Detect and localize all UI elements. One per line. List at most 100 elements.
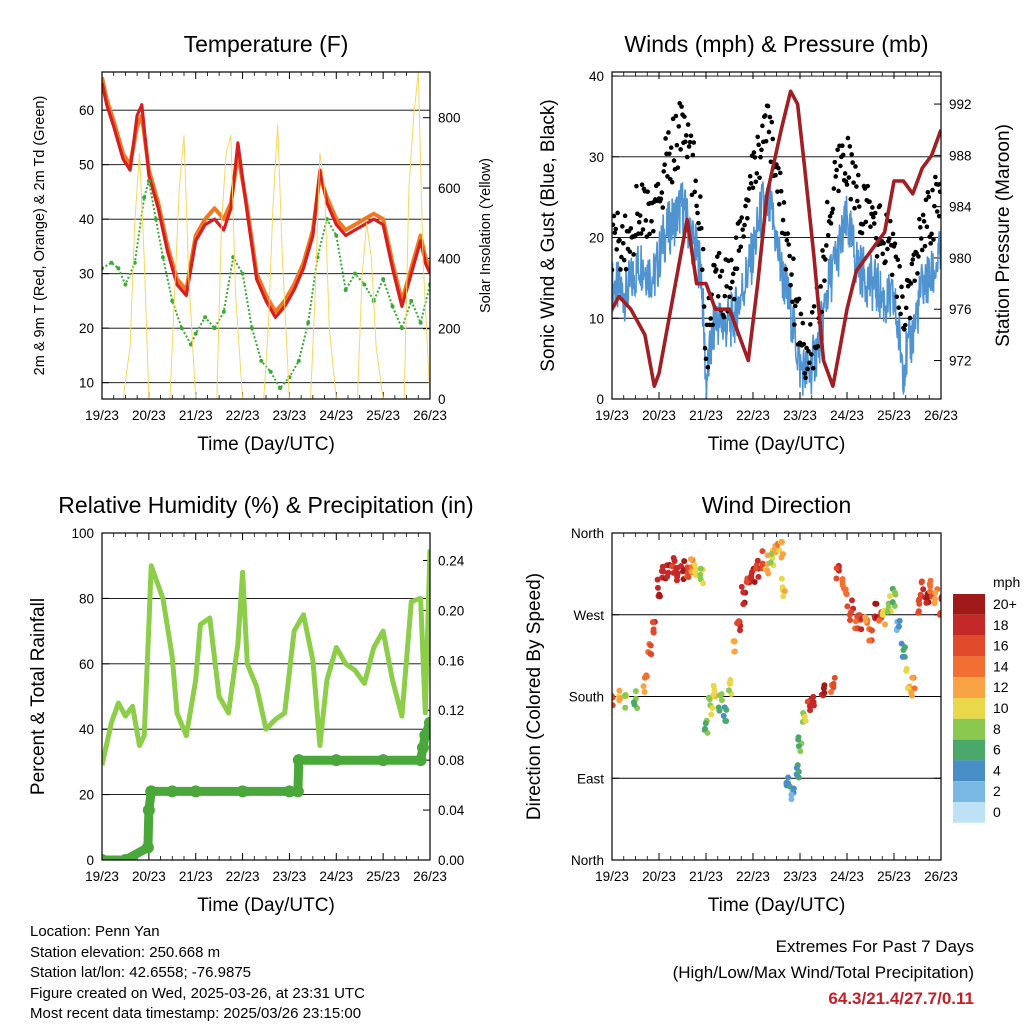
direction-point	[892, 591, 899, 598]
temperature-x-tick-label: 26/23	[413, 408, 447, 423]
wind-gust-point	[751, 150, 757, 155]
wind-gust-point	[668, 145, 674, 150]
humidity-y-label: Percent & Total Rainfall	[28, 598, 49, 795]
direction-point	[748, 572, 755, 579]
direction-point	[790, 785, 797, 792]
winds-x-tick-label: 19/23	[595, 408, 629, 423]
wind-gust-point	[700, 246, 706, 252]
direction-point	[697, 565, 704, 572]
wind-gust-point	[701, 304, 707, 309]
wind-gust-point	[753, 179, 759, 185]
speed-legend-swatch	[953, 718, 985, 740]
wind-gust-point	[790, 299, 795, 305]
wind-gust-point	[728, 285, 733, 291]
dewpoint-point	[160, 255, 165, 260]
wind-gust-point	[678, 147, 683, 152]
speed-legend-title: mph	[993, 574, 1020, 590]
humidity-y2-tick-label: 0.04	[438, 803, 465, 818]
wind-gust-point	[877, 203, 883, 208]
speed-legend-label: 2	[993, 783, 1001, 799]
direction-y-tick-label: East	[577, 771, 604, 786]
wind-gust-point	[822, 278, 827, 283]
direction-point	[678, 563, 685, 570]
speed-legend-swatch	[953, 698, 985, 719]
direction-point	[738, 583, 745, 590]
direction-point	[725, 687, 732, 694]
wind-gust-point	[809, 309, 815, 315]
humidity-axes-frame	[101, 532, 431, 861]
wind-gust-point	[655, 181, 661, 187]
humidity-x-label: Time (Day/UTC)	[197, 895, 335, 916]
direction-point	[737, 627, 744, 634]
temperature-y2-tick-label: 200	[438, 322, 461, 337]
winds-axes-frame	[611, 71, 942, 400]
direction-point	[844, 603, 851, 610]
direction-point	[795, 734, 802, 741]
wind-gust-point	[856, 204, 862, 209]
humidity-y2-tick-label: 0.12	[438, 703, 464, 718]
direction-point	[643, 673, 650, 680]
wind-gust-point	[745, 215, 750, 221]
direction-point	[884, 608, 891, 615]
wind-gust-point	[667, 151, 672, 157]
wind-gust-point	[639, 182, 645, 187]
winds-x-label: Time (Day/UTC)	[708, 434, 846, 455]
wind-gust-point	[766, 129, 772, 135]
direction-point	[640, 683, 647, 690]
direction-point	[759, 548, 766, 555]
dewpoint-point	[146, 179, 151, 183]
direction-point	[889, 599, 896, 606]
winds-x-tick-label: 21/23	[689, 408, 723, 423]
wind-gust-point	[715, 294, 721, 299]
speed-legend-label: 20+	[993, 596, 1017, 612]
wind-gust-point	[683, 139, 688, 145]
winds-y2-tick-label: 972	[949, 354, 972, 369]
wind-gust-point	[818, 284, 823, 289]
wind-gust-point	[924, 224, 930, 230]
wind-gust-point	[763, 138, 769, 144]
humidity-y-tick-label: 40	[79, 722, 94, 737]
speed-legend-label: 0	[993, 804, 1001, 820]
direction-point	[740, 601, 747, 608]
humidity-y2-tick-label: 0.24	[438, 553, 465, 568]
station-latlon: Station lat/lon: 42.6558; -76.9875	[30, 964, 252, 981]
direction-point	[632, 688, 639, 695]
temperature-y2-tick-label: 800	[438, 111, 461, 126]
wind-gust-point	[628, 226, 634, 231]
wind-gust-point	[885, 246, 890, 252]
direction-point	[709, 704, 716, 711]
temperature-x-tick-label: 25/23	[366, 408, 400, 423]
direction-x-tick-label: 26/23	[924, 869, 958, 884]
humidity-y-tick-label: 20	[79, 788, 94, 803]
direction-point	[896, 617, 903, 624]
direction-point	[788, 791, 795, 798]
relative-humidity-line	[102, 549, 430, 766]
direction-point	[622, 692, 629, 699]
wind-gust-point	[775, 189, 780, 194]
temperature-y-tick-label: 50	[79, 158, 94, 173]
direction-point	[886, 593, 893, 600]
wind-gust-point	[898, 311, 903, 317]
temperature-axes-frame	[101, 71, 431, 400]
direction-point	[718, 691, 725, 698]
wind-gust-point	[693, 178, 698, 184]
direction-point	[622, 704, 629, 711]
precipitation-point	[424, 716, 430, 729]
humidity-y2-tick-label: 0.16	[438, 653, 464, 668]
dewpoint-point	[249, 326, 254, 331]
direction-point	[654, 584, 661, 591]
temperature-y2-tick-label: 0	[438, 392, 446, 407]
direction-point	[617, 695, 624, 702]
direction-point	[938, 596, 941, 603]
wind-gust-point	[746, 198, 751, 203]
wind-gust-point	[644, 234, 650, 239]
wind-gust-point	[687, 139, 693, 145]
direction-point	[899, 653, 906, 660]
wind-gust-point	[852, 205, 857, 211]
wind-gust-point	[916, 254, 921, 259]
wind-gust-point	[731, 296, 737, 302]
wind-gust-point	[855, 172, 861, 178]
wind-gust-point	[918, 225, 923, 230]
wind-gust-point	[621, 257, 627, 263]
wind-gust-point	[714, 254, 720, 259]
